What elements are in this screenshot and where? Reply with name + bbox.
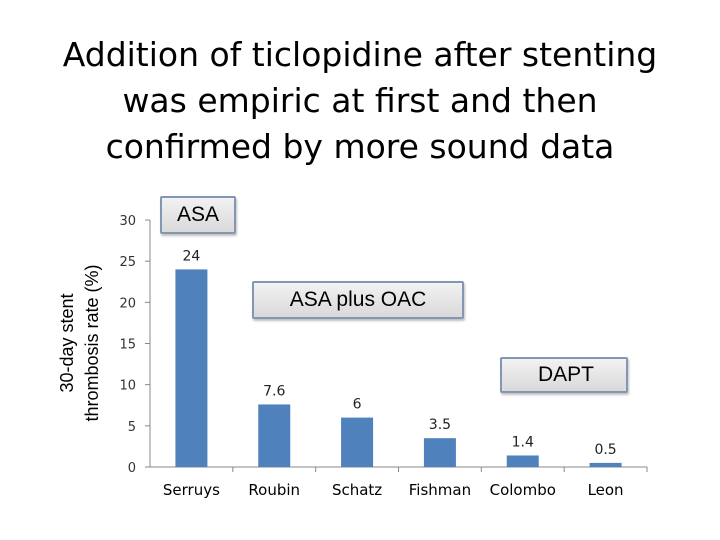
title-line-3: confirmed by more sound data	[105, 127, 615, 166]
dapt-callout: DAPT	[500, 357, 628, 393]
category-label: Schatz	[332, 481, 382, 499]
bar-serruys	[175, 269, 208, 467]
y-tick-label: 15	[119, 338, 136, 353]
asa-plus-oac-callout: ASA plus OAC	[252, 281, 464, 319]
chart-axes: 0 5 10 15 20 25 30 Serruys Roubin Schatz Fishman Co…	[119, 214, 648, 499]
y-tick-label: 0	[128, 461, 136, 476]
data-label: 0.5	[594, 442, 616, 458]
bar-roubin	[258, 404, 291, 467]
y-tick-label: 30	[119, 214, 136, 229]
bar-schatz	[341, 417, 374, 467]
title-line-1: Addition of ticlopidine after stenting	[62, 35, 658, 74]
category-label: Leon	[588, 481, 624, 499]
y-tick-label: 5	[128, 420, 136, 435]
y-tick-label: 25	[119, 255, 136, 270]
category-label: Serruys	[163, 481, 220, 499]
bar-colombo	[506, 455, 539, 467]
data-label: 3.5	[429, 417, 451, 433]
data-label: 1.4	[512, 434, 534, 450]
y-axis-label: 30-day stent thrombosis rate (%)	[57, 264, 102, 421]
bar-fishman	[423, 438, 456, 467]
data-label: 24	[183, 248, 201, 264]
chart-bars: 24 7.6 6 3.5 1.4 0.5	[175, 248, 622, 467]
category-label: Fishman	[409, 481, 471, 499]
y-axis-label-line: thrombosis rate (%)	[82, 264, 102, 421]
category-label: Roubin	[248, 481, 300, 499]
slide-title: Addition of ticlopidine after stenting w…	[0, 32, 720, 170]
data-label: 7.6	[263, 383, 285, 399]
asa-callout: ASA	[160, 196, 236, 234]
y-axis-label-line: 30-day stent	[57, 293, 77, 392]
y-tick-label: 10	[119, 379, 136, 394]
data-label: 6	[353, 397, 362, 413]
y-tick-label: 20	[119, 296, 136, 311]
title-line-2: was empiric at first and then	[122, 81, 598, 120]
category-label: Colombo	[490, 481, 556, 499]
bar-leon	[589, 462, 622, 467]
